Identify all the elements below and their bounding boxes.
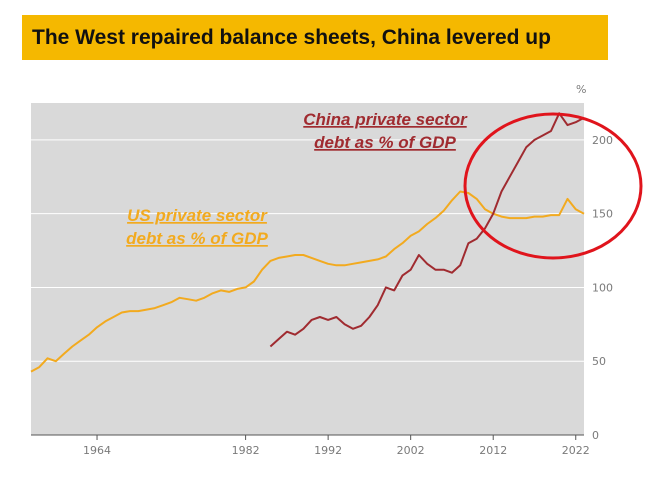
series-label-line: debt as % of GDP (314, 133, 456, 152)
y-tick-label: 100 (592, 281, 613, 294)
gridlines (31, 139, 584, 362)
series-lines (30, 112, 585, 373)
china-debt-line (269, 112, 585, 348)
series-label-line: debt as % of GDP (126, 229, 268, 248)
china-series-label: China private sector debt as % of GDP (303, 110, 468, 152)
y-tick-label: 0 (592, 429, 599, 442)
x-tick-label: 2002 (397, 444, 425, 457)
x-axis: 1964 1982 1992 2002 2012 2022 (31, 434, 590, 457)
series-label-line: US private sector (127, 206, 268, 225)
plot-area (31, 103, 584, 435)
y-tick-label: 200 (592, 134, 613, 147)
chart-title: The West repaired balance sheets, China … (32, 25, 551, 49)
y-tick-label: 150 (592, 208, 613, 221)
us-debt-line (30, 190, 585, 373)
x-tick-label: 2022 (562, 444, 590, 457)
series-label-line: China private sector (303, 110, 468, 129)
x-tick-label: 2012 (479, 444, 507, 457)
y-axis-unit: % (576, 83, 586, 96)
y-tick-label: 50 (592, 355, 606, 368)
title-banner: The West repaired balance sheets, China … (22, 15, 608, 60)
x-tick-label: 1992 (314, 444, 342, 457)
x-tick-label: 1964 (83, 444, 111, 457)
y-axis-labels: 0 50 100 150 200 (592, 134, 613, 442)
highlight-circle (463, 112, 643, 260)
us-series-label: US private sector debt as % of GDP (126, 206, 268, 248)
x-tick-label: 1982 (232, 444, 260, 457)
